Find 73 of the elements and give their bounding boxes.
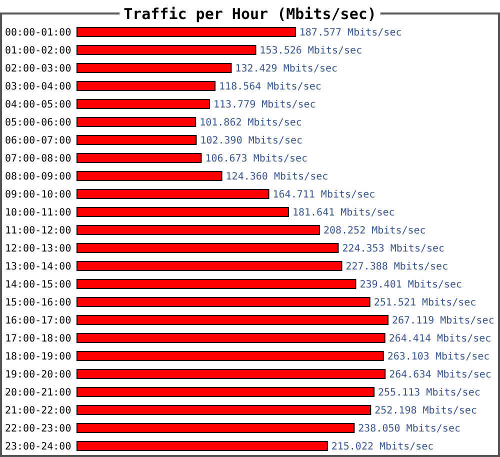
bar — [76, 153, 202, 163]
bar — [76, 387, 375, 397]
data-label: 255.113 Mbits/sec — [378, 388, 480, 398]
data-label: 252.198 Mbits/sec — [374, 406, 477, 416]
data-label: 263.103 Mbits/sec — [387, 352, 490, 362]
data-label: 101.862 Mbits/sec — [200, 118, 302, 128]
y-tick-label: 14:00-15:00 — [5, 280, 72, 290]
data-label: 187.577 Mbits/sec — [299, 28, 402, 38]
y-tick-label: 05:00-06:00 — [5, 118, 72, 128]
y-tick-label: 12:00-13:00 — [5, 244, 72, 254]
bar — [76, 441, 328, 451]
bar — [76, 333, 386, 343]
data-label: 251.521 Mbits/sec — [374, 298, 476, 308]
data-label: 113.779 Mbits/sec — [213, 100, 316, 110]
y-tick-label: 23:00-24:00 — [5, 442, 72, 452]
data-label: 106.673 Mbits/sec — [205, 154, 308, 164]
bar — [76, 315, 388, 325]
y-tick-label: 08:00-09:00 — [5, 172, 72, 182]
bar — [76, 63, 232, 73]
bar — [76, 207, 289, 217]
y-tick-label: 16:00-17:00 — [5, 316, 72, 326]
data-label: 267.119 Mbits/sec — [392, 316, 494, 326]
data-label: 239.401 Mbits/sec — [360, 280, 462, 290]
y-tick-label: 19:00-20:00 — [5, 370, 72, 380]
bar — [76, 99, 210, 109]
y-tick-label: 21:00-22:00 — [5, 406, 72, 416]
data-label: 118.564 Mbits/sec — [219, 82, 322, 92]
bar — [76, 297, 370, 307]
data-label: 132.429 Mbits/sec — [235, 64, 338, 74]
y-tick-label: 01:00-02:00 — [5, 46, 72, 56]
data-label: 153.526 Mbits/sec — [260, 46, 362, 56]
bar — [76, 261, 342, 271]
bar — [76, 189, 270, 199]
y-tick-label: 11:00-12:00 — [5, 226, 72, 236]
bar — [76, 225, 320, 235]
chart-title: Traffic per Hour (Mbits/sec) — [124, 4, 376, 23]
y-tick-label: 15:00-16:00 — [5, 298, 72, 308]
data-label: 264.414 Mbits/sec — [388, 334, 492, 344]
y-tick-label: 22:00-23:00 — [5, 424, 72, 434]
y-tick-label: 07:00-08:00 — [5, 154, 72, 164]
data-label: 224.353 Mbits/sec — [342, 244, 445, 254]
bar — [76, 369, 386, 379]
bar — [76, 351, 384, 361]
bar — [76, 423, 355, 433]
data-label: 102.390 Mbits/sec — [200, 136, 303, 146]
y-tick-label: 03:00-04:00 — [5, 82, 72, 92]
bar — [76, 81, 216, 91]
data-label: 238.050 Mbits/sec — [358, 424, 461, 434]
data-label: 208.252 Mbits/sec — [323, 226, 426, 236]
data-label: 124.360 Mbits/sec — [226, 172, 328, 182]
data-label: 164.711 Mbits/sec — [272, 190, 376, 200]
y-tick-label: 09:00-10:00 — [5, 190, 72, 200]
bar — [76, 135, 197, 145]
data-label: 264.634 Mbits/sec — [389, 370, 492, 380]
data-label: 181.641 Mbits/sec — [292, 208, 395, 218]
bar — [76, 117, 196, 127]
bar — [76, 45, 256, 55]
y-tick-label: 04:00-05:00 — [5, 100, 72, 110]
y-tick-label: 06:00-07:00 — [5, 136, 72, 146]
y-tick-label: 00:00-01:00 — [5, 28, 72, 38]
bar — [76, 27, 296, 37]
y-tick-label: 18:00-19:00 — [5, 352, 72, 362]
y-tick-label: 10:00-11:00 — [5, 208, 72, 218]
y-tick-label: 02:00-03:00 — [5, 64, 72, 74]
bar — [76, 243, 339, 253]
y-tick-label: 13:00-14:00 — [5, 262, 72, 272]
bar — [76, 171, 222, 181]
bar — [76, 405, 372, 415]
data-label: 227.388 Mbits/sec — [346, 262, 448, 272]
y-tick-label: 20:00-21:00 — [5, 388, 72, 398]
data-label: 215.022 Mbits/sec — [331, 442, 434, 452]
y-tick-label: 17:00-18:00 — [5, 334, 72, 344]
bar — [76, 279, 356, 289]
